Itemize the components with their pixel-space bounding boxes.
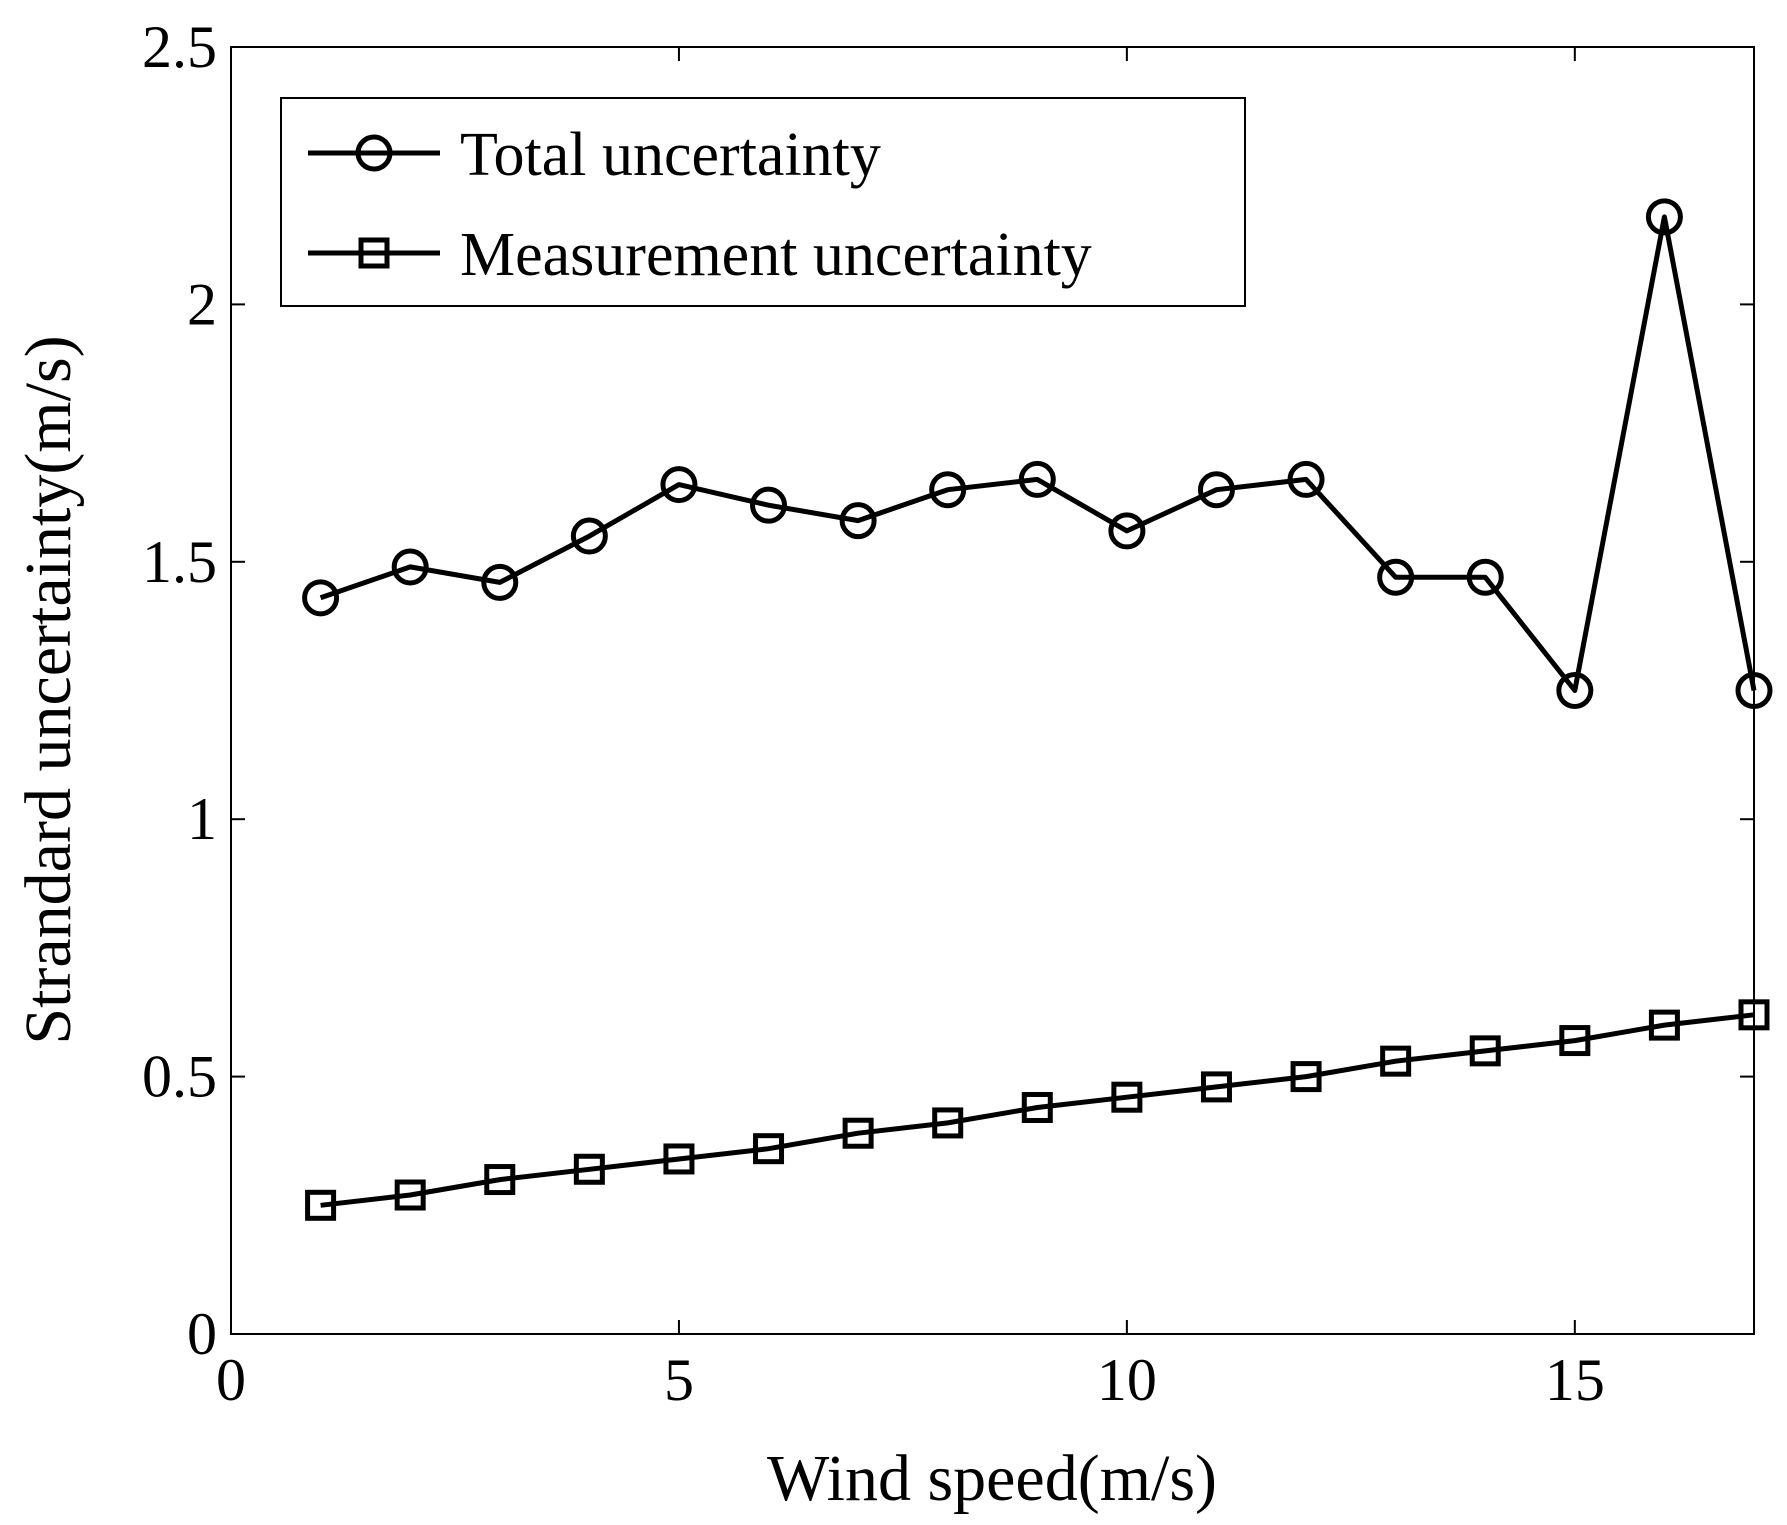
legend-label-measurement: Measurement uncertainty <box>460 221 1092 289</box>
series-measurement-uncertainty <box>305 999 1770 1221</box>
data-point-circle <box>1466 558 1504 596</box>
x-axis-label: Wind speed(m/s) <box>767 1442 1217 1515</box>
legend: Total uncertainty Measurement uncertaint… <box>280 97 1246 307</box>
data-point-circle <box>1108 512 1146 550</box>
data-point-circle <box>1735 672 1773 709</box>
data-point-circle <box>1018 460 1056 498</box>
data-point-square <box>663 1143 695 1175</box>
data-point-square <box>1290 1061 1322 1093</box>
data-point-square <box>573 1153 605 1185</box>
y-tick-label: 2 <box>187 271 217 337</box>
legend-circle-marker-icon <box>355 134 393 172</box>
data-point-circle <box>1556 672 1594 709</box>
y-tick-label: 1.5 <box>142 529 217 595</box>
y-tick-label: 0 <box>187 1301 217 1367</box>
x-tick-label: 5 <box>664 1347 694 1413</box>
data-point-square <box>1469 1035 1501 1067</box>
data-point-square <box>394 1179 426 1211</box>
x-tick-label: 10 <box>1097 1347 1157 1413</box>
y-axis-label: Strandard uncertainty(m/s) <box>12 335 85 1044</box>
y-tick-label: 2.5 <box>142 14 217 80</box>
y-tick-label: 1 <box>187 786 217 852</box>
data-point-circle <box>1287 460 1325 498</box>
legend-label-total: Total uncertainty <box>460 121 881 189</box>
legend-entry-total: Total uncertainty <box>308 121 881 189</box>
data-point-square <box>842 1117 874 1149</box>
data-point-square <box>484 1164 516 1196</box>
data-point-circle <box>929 471 967 509</box>
data-point-square <box>1738 999 1770 1031</box>
data-point-square <box>305 1189 337 1221</box>
data-point-square <box>1380 1045 1412 1077</box>
x-tick-label: 0 <box>216 1347 246 1413</box>
data-point-square <box>932 1107 964 1139</box>
legend-box <box>280 97 1246 307</box>
x-tick-label: 15 <box>1545 1347 1605 1413</box>
data-point-circle <box>1377 558 1415 596</box>
data-point-circle <box>839 502 877 540</box>
axis-ticks: 0 5 10 15 0 0.5 1 1.5 2 2.5 <box>142 14 1754 1413</box>
data-point-square <box>753 1133 785 1165</box>
data-point-circle <box>302 579 340 617</box>
series-line <box>319 214 1757 693</box>
series-layer <box>302 198 1773 1221</box>
data-point-circle <box>750 486 788 524</box>
data-point-circle <box>1197 471 1235 509</box>
data-point-square <box>1021 1091 1053 1123</box>
data-point-square <box>1648 1009 1680 1041</box>
legend-entry-measurement: Measurement uncertainty <box>308 221 1092 289</box>
series-line <box>320 1012 1755 1208</box>
data-point-circle <box>660 466 698 504</box>
data-point-circle <box>1645 198 1683 236</box>
legend-square-marker-icon <box>358 237 390 269</box>
data-point-circle <box>391 548 429 586</box>
data-point-circle <box>570 517 608 555</box>
data-point-square <box>1559 1025 1591 1057</box>
data-point-square <box>1111 1081 1143 1113</box>
series-total-uncertainty <box>302 198 1773 709</box>
data-point-square <box>1200 1071 1232 1103</box>
data-point-circle <box>481 563 519 601</box>
y-tick-label: 0.5 <box>142 1044 217 1110</box>
